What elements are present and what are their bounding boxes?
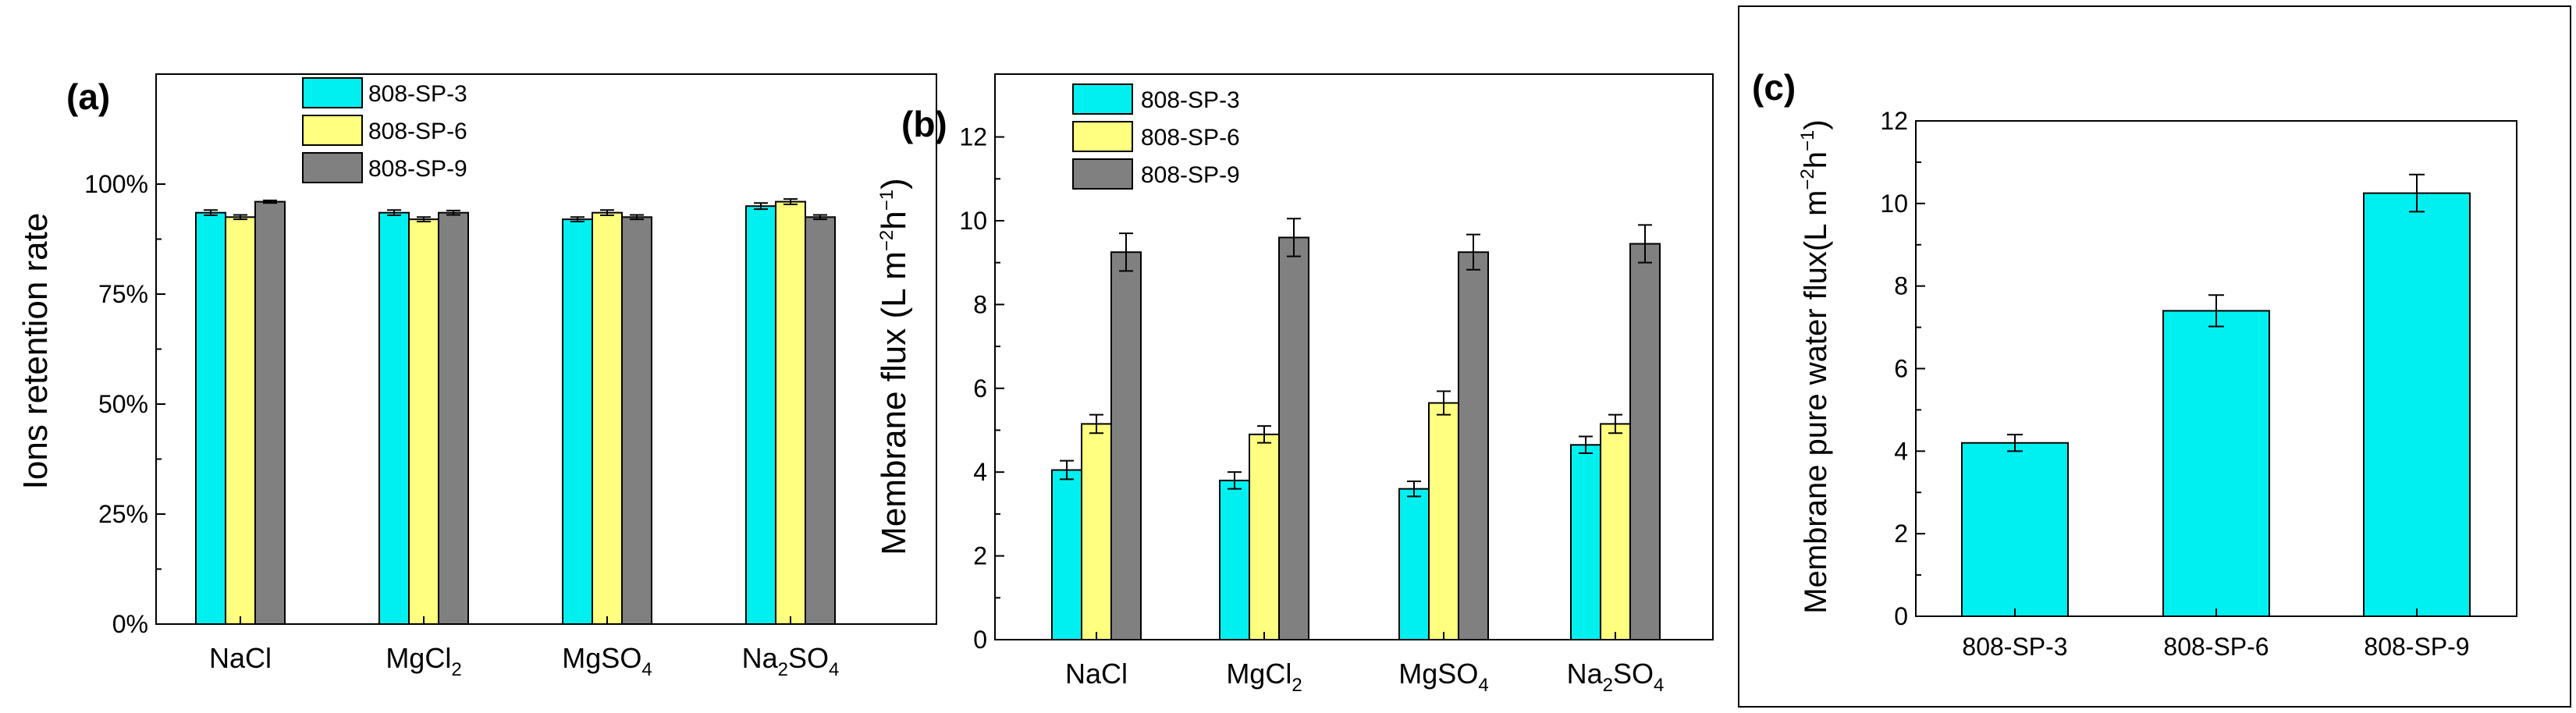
bar-b-808-sp-6-3 bbox=[1600, 423, 1631, 640]
bar-c-808-sp-6 bbox=[2162, 310, 2270, 617]
bar-a-808-sp-6-0 bbox=[225, 216, 256, 625]
bar-b-808-sp-6-0 bbox=[1081, 423, 1112, 640]
panel-b-y-axis-title: Membrane flux (L m−2h−1) bbox=[875, 178, 913, 555]
panel-a-category-1: MgCl2 bbox=[386, 642, 461, 680]
legend-swatch-808-sp-3 bbox=[1072, 83, 1133, 115]
y-tick-label: 2 bbox=[1894, 520, 1908, 548]
bar-a-808-sp-9-3 bbox=[805, 216, 836, 625]
y-tick-label: 2 bbox=[973, 542, 987, 570]
panel-c-y-axis-title: Membrane pure water flux(L m−2h−1) bbox=[1797, 119, 1833, 614]
y-tick-label: 0 bbox=[1894, 602, 1908, 630]
y-tick-label: 8 bbox=[1894, 272, 1908, 300]
panel-a-bars bbox=[195, 198, 836, 626]
panel-b-y-ticks: 0 2 4 6 8 10 12 bbox=[959, 123, 1004, 654]
panel-a-x-categories: NaCl MgCl2 MgSO4 Na2SO4 bbox=[209, 642, 839, 680]
legend-label-808-sp-6: 808-SP-6 bbox=[368, 119, 467, 144]
panel-c-category-2: 808-SP-9 bbox=[2364, 633, 2469, 661]
panel-b-plot-frame bbox=[994, 73, 1714, 640]
bar-a-808-sp-3-3 bbox=[745, 205, 776, 625]
y-tick-label: 10 bbox=[1880, 190, 1908, 218]
panel-a-ions-retention-chart: (a) 0%25%50%75%100% Ions retention rate … bbox=[16, 73, 937, 680]
y-tick-label: 25% bbox=[98, 500, 148, 528]
legend-label-808-sp-9: 808-SP-9 bbox=[368, 156, 467, 182]
legend-swatch-808-sp-3 bbox=[302, 77, 363, 108]
panel-a-category-0: NaCl bbox=[209, 642, 272, 674]
panel-a-category-2: MgSO4 bbox=[562, 642, 652, 680]
bar-b-808-sp-3-2 bbox=[1398, 488, 1430, 641]
y-tick-label: 50% bbox=[98, 390, 148, 418]
y-tick-label: 12 bbox=[1880, 107, 1908, 135]
bar-b-808-sp-9-2 bbox=[1458, 251, 1489, 640]
bar-b-808-sp-9-3 bbox=[1629, 243, 1661, 640]
bar-a-808-sp-3-1 bbox=[378, 211, 410, 626]
bar-a-808-sp-9-1 bbox=[438, 211, 469, 626]
panel-c-pure-water-flux-chart: (c) 0 2 4 6 8 10 12 Membrane pure water flux(L… bbox=[1738, 5, 2571, 708]
y-tick-label: 6 bbox=[1894, 355, 1908, 383]
bar-c-808-sp-9 bbox=[2363, 192, 2471, 617]
bar-a-808-sp-3-2 bbox=[562, 218, 593, 625]
y-tick-label: 4 bbox=[973, 458, 987, 486]
panel-a-label: (a) bbox=[66, 76, 110, 117]
y-tick-label: 100% bbox=[84, 170, 148, 198]
panel-a-y-ticks: 0% 25% 50% 75% 100% bbox=[84, 170, 165, 638]
bar-b-808-sp-9-0 bbox=[1110, 251, 1142, 640]
bar-b-808-sp-6-2 bbox=[1428, 402, 1459, 641]
bar-a-808-sp-6-1 bbox=[408, 218, 439, 625]
y-tick-label: 8 bbox=[973, 290, 987, 318]
bar-a-808-sp-9-2 bbox=[621, 216, 652, 625]
y-tick-label: 4 bbox=[1894, 437, 1908, 465]
panel-c-category-0: 808-SP-3 bbox=[1962, 633, 2067, 661]
panel-c-border bbox=[1738, 5, 2571, 708]
panel-c-y-ticks: 0 2 4 6 8 10 12 bbox=[1880, 107, 1925, 630]
y-tick-label: 0 bbox=[973, 626, 987, 654]
panel-c-bars bbox=[1961, 173, 2471, 617]
panel-c-category-1: 808-SP-6 bbox=[2163, 633, 2269, 661]
bar-b-808-sp-3-3 bbox=[1570, 444, 1601, 640]
panel-a-y-axis-title: Ions retention rate bbox=[16, 213, 55, 490]
bar-b-808-sp-3-0 bbox=[1051, 469, 1082, 640]
legend-swatch-808-sp-6 bbox=[1072, 121, 1133, 152]
panel-b-label: (b) bbox=[901, 104, 947, 144]
panel-a-legend: 808-SP-3 808-SP-6 808-SP-9 bbox=[302, 77, 467, 183]
legend-label-808-sp-3: 808-SP-3 bbox=[1141, 87, 1240, 113]
legend-label-808-sp-9: 808-SP-9 bbox=[1141, 162, 1240, 188]
panel-b-category-3: Na2SO4 bbox=[1567, 658, 1665, 696]
panel-a-category-3: Na2SO4 bbox=[742, 642, 840, 680]
bar-c-808-sp-3 bbox=[1961, 442, 2069, 617]
panel-b-bars bbox=[1051, 218, 1661, 641]
bar-a-808-sp-6-3 bbox=[775, 200, 806, 625]
bar-b-808-sp-3-1 bbox=[1219, 479, 1250, 640]
panel-c-label: (c) bbox=[1752, 67, 1796, 108]
y-tick-label: 6 bbox=[973, 374, 987, 403]
panel-c-x-categories: 808-SP-3 808-SP-6 808-SP-9 bbox=[1962, 633, 2469, 661]
panel-b-category-1: MgCl2 bbox=[1226, 658, 1302, 696]
y-tick-label: 75% bbox=[98, 280, 148, 308]
bar-b-808-sp-9-1 bbox=[1278, 236, 1309, 640]
legend-label-808-sp-6: 808-SP-6 bbox=[1141, 125, 1240, 151]
y-tick-label: 0% bbox=[112, 610, 148, 638]
panel-b-category-0: NaCl bbox=[1065, 658, 1128, 690]
panel-b-x-categories: NaCl MgCl2 MgSO4 Na2SO4 bbox=[1065, 658, 1664, 696]
panel-b-legend: 808-SP-3 808-SP-6 808-SP-9 bbox=[1072, 83, 1240, 190]
bar-a-808-sp-3-0 bbox=[195, 211, 226, 626]
legend-swatch-808-sp-6 bbox=[302, 115, 363, 146]
legend-swatch-808-sp-9 bbox=[1072, 158, 1133, 190]
legend-swatch-808-sp-9 bbox=[302, 152, 363, 183]
bar-b-808-sp-6-1 bbox=[1249, 433, 1280, 641]
panel-b-membrane-flux-chart: (b) 0 2 4 6 8 10 12 Membrane flux (L m−2h−1) N… bbox=[875, 73, 1714, 696]
legend-label-808-sp-3: 808-SP-3 bbox=[368, 81, 467, 107]
bar-a-808-sp-9-0 bbox=[254, 200, 286, 625]
y-tick-label: 10 bbox=[959, 207, 987, 235]
bar-a-808-sp-6-2 bbox=[592, 211, 623, 626]
y-tick-label: 12 bbox=[959, 123, 987, 151]
panel-b-category-2: MgSO4 bbox=[1398, 658, 1488, 696]
